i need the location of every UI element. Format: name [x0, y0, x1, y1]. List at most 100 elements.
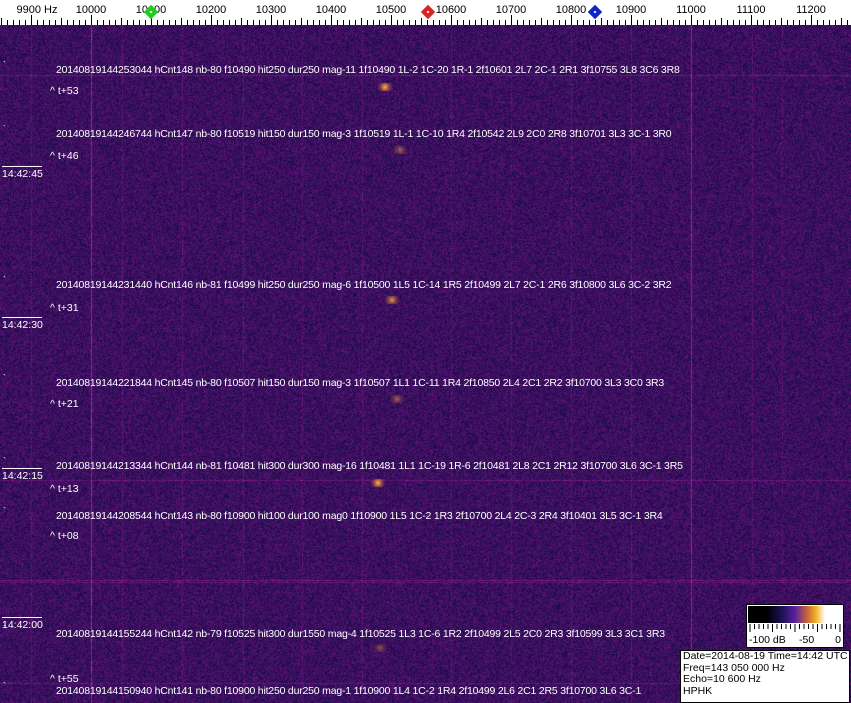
axis-tick	[343, 20, 344, 25]
axis-tick	[1, 18, 2, 25]
axis-tick	[67, 20, 68, 25]
event-tick-mark: `	[3, 506, 6, 516]
axis-tick	[523, 20, 524, 25]
event-time-offset: ^ t+08	[50, 530, 79, 542]
axis-tick	[241, 18, 242, 25]
axis-tick	[37, 20, 38, 25]
event-log-line: 20140819144155244 hCnt142 nb-79 f10525 h…	[56, 628, 665, 640]
axis-tick	[205, 20, 206, 25]
axis-tick	[307, 20, 308, 25]
axis-tick	[613, 20, 614, 25]
axis-tick	[133, 20, 134, 25]
axis-tick	[811, 15, 812, 25]
time-label: 14:42:15	[2, 468, 43, 482]
axis-tick	[85, 20, 86, 25]
frequency-marker[interactable]	[421, 4, 436, 20]
colorbar-label-mid: -50	[799, 634, 815, 646]
event-tick-mark: `	[3, 124, 6, 134]
axis-tick	[373, 20, 374, 25]
axis-tick	[421, 18, 422, 25]
event-log-line: 20140819144231440 hCnt146 nb-81 f10499 h…	[56, 279, 672, 291]
axis-tick	[709, 20, 710, 25]
axis-tick	[733, 20, 734, 25]
time-label: 14:42:45	[2, 166, 43, 180]
axis-tick	[799, 20, 800, 25]
axis-tick	[157, 20, 158, 25]
event-tick-mark: `	[3, 275, 6, 285]
axis-tick	[31, 15, 32, 25]
event-tick-mark: `	[3, 624, 6, 634]
event-time-offset: ^ t+31	[50, 302, 79, 314]
axis-tick	[667, 20, 668, 25]
axis-tick	[439, 20, 440, 25]
axis-tick	[277, 20, 278, 25]
axis-tick	[253, 20, 254, 25]
event-time-offset: ^ t+13	[50, 483, 79, 495]
axis-tick	[55, 20, 56, 25]
axis-tick	[493, 20, 494, 25]
axis-tick	[13, 20, 14, 25]
axis-tick	[301, 18, 302, 25]
axis-tick	[589, 20, 590, 25]
axis-tick	[769, 20, 770, 25]
axis-tick	[541, 18, 542, 25]
axis-tick	[61, 18, 62, 25]
axis-tick-label: 10900	[615, 4, 647, 16]
event-time-offset: ^ t+21	[50, 398, 79, 410]
colorbar-gradient	[748, 606, 842, 623]
axis-tick	[583, 20, 584, 25]
axis-tick	[847, 20, 848, 25]
time-label: 14:42:30	[2, 317, 43, 331]
axis-tick-label: 10000	[75, 4, 107, 16]
axis-tick	[691, 15, 692, 25]
axis-tick	[559, 20, 560, 25]
event-log-line: 20140819144208544 hCnt143 nb-80 f10900 h…	[56, 510, 663, 522]
axis-tick	[547, 20, 548, 25]
axis-tick	[793, 20, 794, 25]
frequency-marker[interactable]	[587, 4, 603, 20]
axis-tick	[403, 20, 404, 25]
axis-tick	[385, 20, 386, 25]
axis-tick	[637, 20, 638, 25]
axis-tick	[211, 15, 212, 25]
axis-tick	[553, 20, 554, 25]
axis-tick-label: 11100	[736, 4, 766, 16]
axis-tick	[781, 18, 782, 25]
axis-tick	[787, 20, 788, 25]
axis-tick	[565, 20, 566, 25]
axis-tick	[217, 20, 218, 25]
colorbar: -100 dB -50 0	[746, 604, 844, 648]
axis-tick	[331, 15, 332, 25]
axis-tick	[649, 20, 650, 25]
colorbar-label-max: 0	[835, 634, 841, 646]
event-tick-mark: `	[3, 60, 6, 70]
axis-tick	[703, 20, 704, 25]
axis-tick	[79, 20, 80, 25]
axis-tick	[625, 20, 626, 25]
axis-tick	[715, 20, 716, 25]
axis-tick	[127, 20, 128, 25]
axis-tick	[823, 20, 824, 25]
axis-tick	[829, 20, 830, 25]
axis-tick	[595, 20, 596, 25]
axis-tick	[379, 20, 380, 25]
event-tick-mark: `	[3, 373, 6, 383]
info-echo: Echo=10 600 Hz	[683, 673, 761, 685]
axis-tick	[409, 20, 410, 25]
frequency-axis: 9900 Hz100001010010200103001040010500106…	[0, 0, 851, 25]
axis-tick	[295, 20, 296, 25]
event-tick-mark: `	[3, 681, 6, 691]
axis-tick	[265, 20, 266, 25]
axis-tick	[355, 20, 356, 25]
event-tick-mark: `	[3, 456, 6, 466]
axis-tick	[175, 20, 176, 25]
event-time-offset: ^ t+46	[50, 150, 79, 162]
axis-tick	[229, 20, 230, 25]
axis-tick	[19, 20, 20, 25]
axis-tick	[49, 20, 50, 25]
axis-tick	[631, 15, 632, 25]
axis-tick	[529, 20, 530, 25]
axis-tick	[679, 20, 680, 25]
axis-tick	[181, 18, 182, 25]
